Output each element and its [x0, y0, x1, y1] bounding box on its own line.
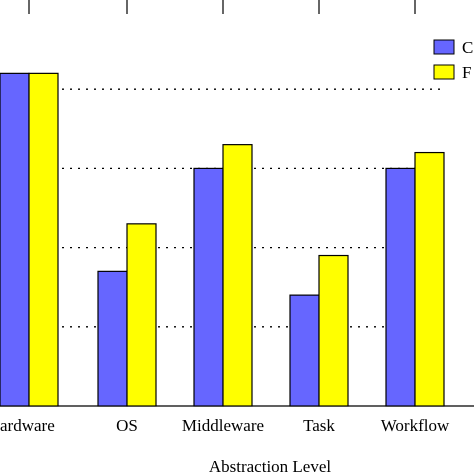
bars: [0, 72, 445, 407]
bar-task-series-2: [318, 254, 349, 407]
x-axis-label: Abstraction Level: [209, 457, 332, 474]
bar-workflow-series-1: [385, 167, 416, 407]
x-tick-label: Task: [303, 416, 335, 435]
bar-hardware-series-2: [28, 72, 59, 407]
x-tick-label: OS: [116, 416, 138, 435]
bar-task-series-1: [289, 294, 320, 407]
x-tick-label: ardware: [0, 416, 55, 435]
legend-label: F: [462, 63, 471, 82]
legend-label: C: [462, 38, 473, 57]
x-tick-labels: ardware OS Middleware Task Workflow: [0, 416, 450, 435]
legend-swatch: [433, 64, 455, 80]
bar-hardware-series-1: [0, 72, 30, 407]
x-tick-label: Workflow: [381, 416, 450, 435]
bar-workflow-series-2: [414, 151, 445, 407]
bar-middleware-series-2: [222, 144, 253, 407]
bar-middleware-series-1: [193, 167, 224, 407]
bar-os-series-1: [97, 270, 128, 407]
bar-os-series-2: [126, 223, 157, 407]
legend: CF: [433, 38, 473, 82]
legend-swatch: [433, 39, 455, 55]
x-tick-label: Middleware: [182, 416, 264, 435]
